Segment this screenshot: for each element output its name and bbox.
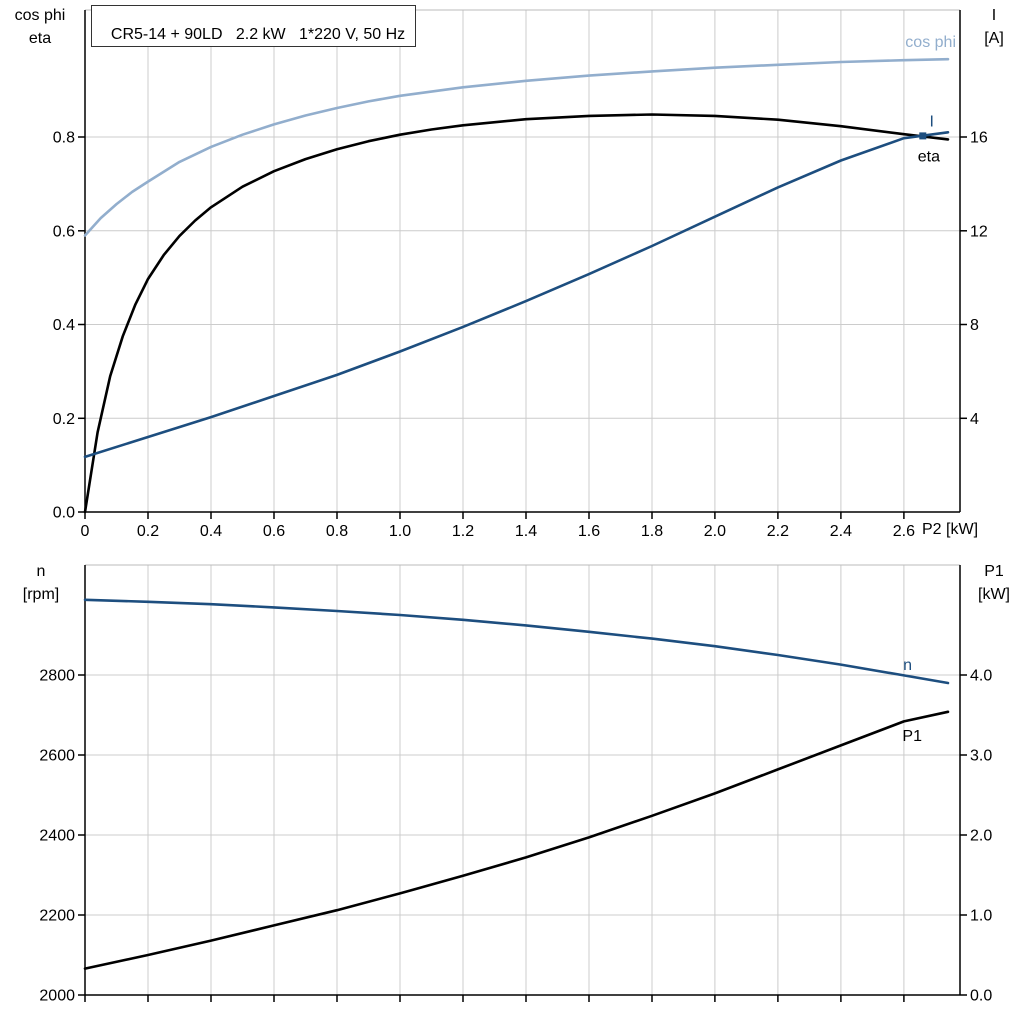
top-chart-left-axis-label: cos phi eta — [0, 4, 80, 50]
series-p1 — [83, 710, 950, 970]
x-axis-tick-label: 0.2 — [137, 523, 159, 540]
bottom-chart-left-axis-label: n [rpm] — [6, 560, 76, 606]
left-axis-label-line1: n — [36, 563, 46, 580]
x-axis-tick-label: 1.4 — [515, 523, 537, 540]
left-axis-tick-label: 2200 — [39, 908, 75, 925]
right-axis-tick-label: 4.0 — [970, 668, 992, 685]
series-marker-i — [919, 132, 927, 140]
left-axis-tick-label: 2000 — [39, 988, 75, 1005]
right-axis-label-line1: I — [991, 7, 997, 24]
right-axis-tick-label: 8 — [970, 317, 979, 334]
x-axis-tick-label: 2.2 — [767, 523, 789, 540]
right-axis-tick-label: 2.0 — [970, 828, 992, 845]
left-axis-tick-label: 2600 — [39, 748, 75, 765]
curve-label-eta: eta — [918, 148, 940, 165]
curve-label-n: n — [903, 657, 912, 674]
left-axis-tick-label: 2800 — [39, 668, 75, 685]
left-axis-tick-label: 0.4 — [53, 317, 75, 334]
series-i — [83, 131, 950, 459]
x-axis-tick-label: 2.6 — [893, 523, 915, 540]
curve-label-cos-phi: cos phi — [905, 34, 956, 51]
right-axis-tick-label: 0.0 — [970, 988, 992, 1005]
x-axis-tick-label: 0 — [81, 523, 90, 540]
curve-label-p1: P1 — [902, 728, 922, 745]
left-axis-tick-label: 0.6 — [53, 223, 75, 240]
series-eta — [83, 113, 950, 514]
left-axis-label-line2: [rpm] — [22, 586, 60, 604]
x-axis-tick-label: 1.8 — [641, 523, 663, 540]
right-axis-tick-label: 12 — [970, 223, 988, 240]
left-axis-tick-label: 0.8 — [53, 130, 75, 147]
x-axis-tick-label: 1.0 — [389, 523, 411, 540]
right-axis-tick-label: 16 — [970, 130, 988, 147]
top-chart-right-axis-label: I [A] — [971, 4, 1017, 50]
left-axis-tick-label: 0.0 — [53, 505, 75, 522]
x-axis-label: P2 [kW] — [922, 521, 979, 538]
x-axis-tick-label: 0.8 — [326, 523, 348, 540]
series-n — [83, 598, 950, 685]
right-axis-label-line1: P1 — [984, 563, 1004, 580]
right-axis-tick-label: 1.0 — [970, 908, 992, 925]
x-axis-tick-label: 0.4 — [200, 523, 222, 540]
curve-label-i: I — [930, 113, 934, 130]
left-axis-label-line2: eta — [28, 30, 52, 48]
x-axis-tick-label: 2.4 — [830, 523, 852, 540]
chart-title: CR5-14 + 90LD 2.2 kW 1*220 V, 50 Hz — [110, 26, 406, 43]
left-axis-tick-label: 2400 — [39, 828, 75, 845]
series-cos-phi — [83, 57, 950, 237]
x-axis-tick-label: 2.0 — [704, 523, 726, 540]
right-axis-tick-label: 3.0 — [970, 748, 992, 765]
right-axis-tick-label: 4 — [970, 411, 979, 428]
left-axis-tick-label: 0.2 — [53, 411, 75, 428]
right-axis-label-line2: [kW] — [978, 586, 1010, 604]
x-axis-tick-label: 1.2 — [452, 523, 474, 540]
left-axis-label-line1: cos phi — [14, 7, 66, 24]
x-axis-tick-label: 0.6 — [263, 523, 285, 540]
bottom-chart-right-axis-label: P1 [kW] — [966, 560, 1022, 606]
chart-title-box: CR5-14 + 90LD 2.2 kW 1*220 V, 50 Hz — [91, 5, 417, 47]
right-axis-label-line2: [A] — [984, 30, 1004, 48]
x-axis-tick-label: 1.6 — [578, 523, 600, 540]
